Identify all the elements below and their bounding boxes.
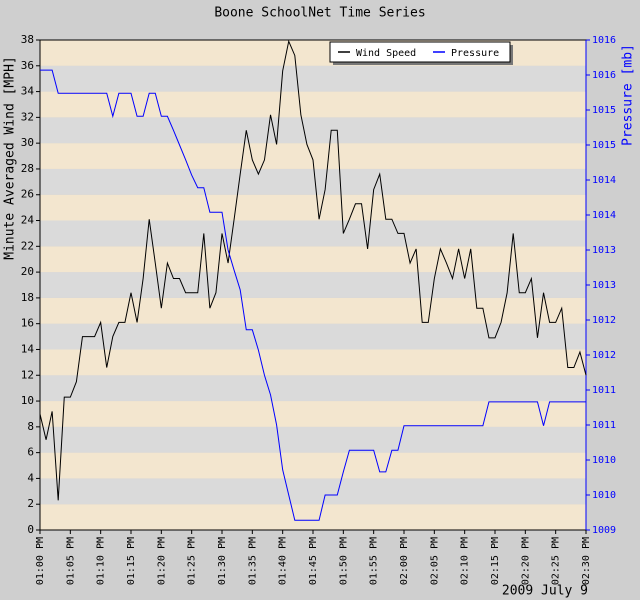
y-tick-label: 4	[27, 471, 34, 484]
y2-tick-label: 1009	[592, 525, 616, 536]
grid-band	[40, 504, 586, 530]
y-tick-label: 16	[21, 317, 34, 330]
x-tick-label: 01:05 PM	[65, 537, 76, 585]
x-tick-label: 02:25 PM	[551, 537, 562, 585]
grid-band	[40, 246, 586, 273]
grid-band	[40, 194, 586, 221]
y-tick-label: 36	[21, 59, 34, 72]
x-tick-label: 01:20 PM	[156, 537, 167, 585]
x-tick-label: 02:05 PM	[429, 537, 440, 585]
y2-tick-label: 1011	[592, 385, 616, 396]
y-tick-label: 32	[21, 110, 34, 123]
y2-tick-label: 1015	[592, 105, 616, 116]
y-tick-label: 0	[27, 523, 34, 536]
y-tick-label: 6	[27, 446, 34, 459]
y2-tick-label: 1014	[592, 175, 616, 186]
y2-tick-label: 1010	[592, 455, 616, 466]
grid-band	[40, 168, 586, 195]
x-tick-label: 01:55 PM	[369, 537, 380, 585]
x-tick-label: 02:30 PM	[581, 537, 592, 585]
y-tick-label: 28	[21, 162, 34, 175]
grid-band	[40, 117, 586, 144]
y-tick-label: 34	[21, 85, 35, 98]
grid-band	[40, 401, 586, 427]
x-tick-label: 02:15 PM	[490, 537, 501, 585]
y-tick-label: 20	[21, 265, 34, 278]
grid-band	[40, 143, 586, 169]
chart-title: Boone SchoolNet Time Series	[214, 6, 425, 21]
grid-band	[40, 65, 586, 92]
x-tick-label: 01:40 PM	[278, 537, 289, 585]
y2-tick-label: 1014	[592, 210, 616, 221]
grid-band	[40, 297, 586, 324]
legend-label: Pressure	[451, 48, 499, 59]
x-tick-label: 02:10 PM	[460, 537, 471, 585]
x-tick-label: 01:35 PM	[247, 537, 258, 585]
y2-tick-label: 1015	[592, 140, 616, 151]
grid-band	[40, 478, 586, 505]
y-tick-label: 22	[21, 239, 34, 252]
x-tick-label: 01:30 PM	[217, 537, 228, 585]
y2-tick-label: 1010	[592, 490, 616, 501]
y2-tick-label: 1016	[592, 35, 616, 46]
x-tick-label: 02:20 PM	[520, 537, 531, 585]
grid-band	[40, 91, 586, 118]
legend-box	[329, 41, 511, 63]
y2-tick-label: 1013	[592, 280, 616, 291]
y-axis-label: Minute Averaged Wind [MPH]	[3, 56, 18, 260]
grid-band	[40, 349, 586, 376]
y-tick-label: 10	[21, 394, 34, 407]
grid-band	[40, 426, 586, 453]
y-tick-label: 8	[27, 420, 34, 433]
y2-tick-label: 1013	[592, 245, 616, 256]
grid-band	[40, 272, 586, 298]
x-tick-label: 01:00 PM	[35, 537, 46, 585]
y2-tick-label: 1016	[592, 70, 616, 81]
y2-tick-label: 1011	[592, 420, 616, 431]
date-label: 2009 July 9	[502, 584, 588, 599]
series-line	[39, 39, 587, 501]
y-tick-label: 24	[21, 214, 35, 227]
grid-band	[40, 220, 586, 247]
y-tick-label: 30	[21, 136, 34, 149]
x-tick-label: 01:25 PM	[187, 537, 198, 585]
y-tick-label: 2	[27, 497, 34, 510]
grid-band	[40, 452, 586, 479]
x-tick-label: 01:15 PM	[126, 537, 137, 585]
y2-tick-label: 1012	[592, 315, 616, 326]
legend-label: Wind Speed	[356, 48, 416, 59]
y2-axis-label: Pressure [mb]	[621, 44, 636, 146]
x-tick-label: 01:45 PM	[308, 537, 319, 585]
y-tick-label: 26	[21, 188, 34, 201]
y-tick-label: 18	[21, 291, 34, 304]
y-tick-label: 12	[21, 368, 34, 381]
series-line	[40, 69, 586, 521]
y-tick-label: 14	[21, 342, 35, 355]
y-tick-label: 38	[21, 33, 34, 46]
grid-band	[40, 375, 586, 402]
y2-tick-label: 1012	[592, 350, 616, 361]
x-tick-label: 01:10 PM	[96, 537, 107, 585]
x-tick-label: 01:50 PM	[338, 537, 349, 585]
grid-band	[40, 323, 586, 350]
x-tick-label: 02:00 PM	[399, 537, 410, 585]
